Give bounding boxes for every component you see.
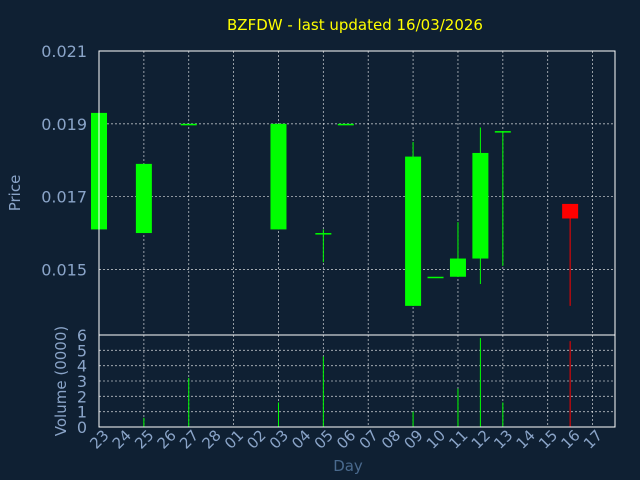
price-tick-label: 0.017: [41, 188, 87, 207]
volume-tick-label: 0: [77, 418, 87, 437]
candle-body: [135, 163, 152, 234]
grid: [99, 50, 615, 427]
volume-tick-label: 3: [77, 372, 87, 391]
price-tick-label: 0.019: [41, 115, 87, 134]
candle-body: [180, 123, 197, 126]
price-panel-frame: [98, 50, 616, 336]
candle-body: [472, 152, 489, 259]
volume-bars: [143, 338, 571, 427]
candle-body: [405, 156, 422, 306]
candle-body: [494, 131, 511, 133]
volume-tick-label: 1: [77, 403, 87, 422]
volume-tick-label: 4: [77, 357, 87, 376]
candle-body: [337, 123, 354, 126]
candle-body: [315, 233, 332, 235]
x-axis-label: Day: [333, 457, 363, 475]
price-candles: [91, 112, 579, 306]
candle-body: [449, 258, 466, 277]
candle-body: [270, 123, 287, 230]
x-tick-label: 17: [580, 426, 606, 452]
volume-axis-label: Volume (0000): [52, 326, 70, 436]
volume-tick-label: 6: [77, 326, 87, 345]
volume-tick-label: 2: [77, 387, 87, 406]
volume-tick-label: 5: [77, 341, 87, 360]
candle-body: [562, 203, 579, 219]
price-axis-label: Price: [6, 175, 24, 212]
chart-title: BZFDW - last updated 16/03/2026: [227, 16, 483, 34]
price-tick-label: 0.021: [41, 42, 87, 61]
candle-body: [427, 276, 444, 279]
volume-panel-frame: [98, 334, 616, 428]
price-tick-label: 0.015: [41, 260, 87, 279]
